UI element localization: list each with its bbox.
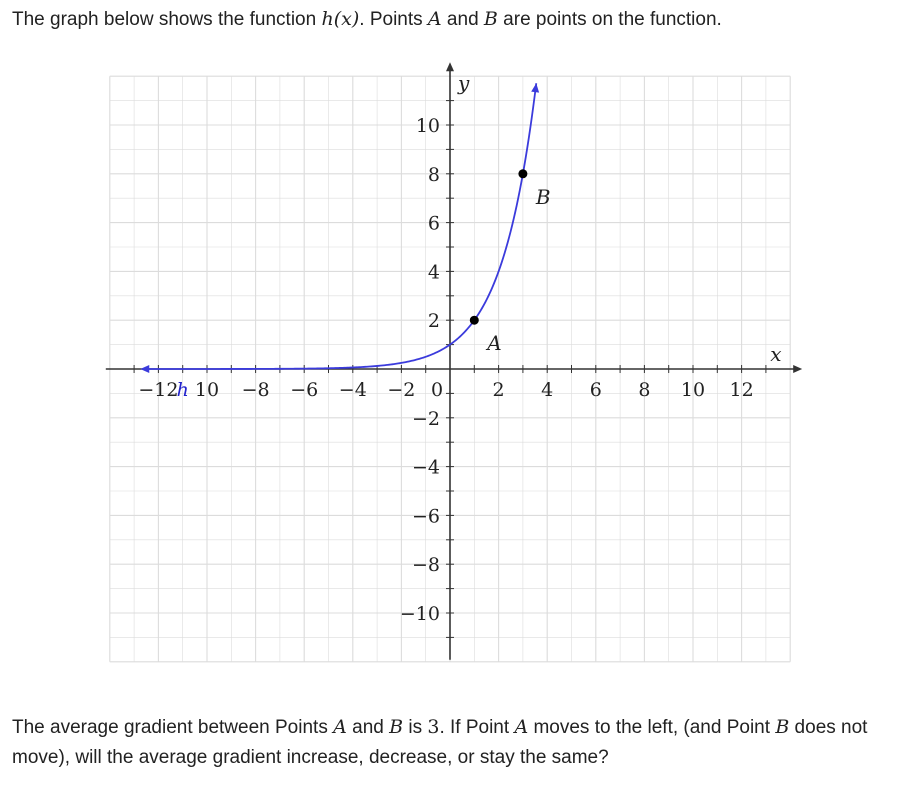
function-graph: AB −12h 10 −8 −6 −4 −2 0 2 4 6 8 10 12108642−2−4−6−8… [105,62,803,663]
intro-part2: . Points [359,9,428,30]
question-point-a-2: A [514,716,529,738]
x-tick-label: 10 [195,379,219,401]
curve-h [146,83,538,370]
x-tick-label: 8 [638,379,650,401]
x-tick-label: −4 [339,379,367,401]
y-tick-label: −10 [400,603,440,625]
point-a [469,315,479,325]
question-point-b-2: B [775,716,790,738]
x-tick-label: −6 [290,379,318,401]
question-point-a: A [333,716,347,738]
point-a-name: A [427,8,442,30]
x-tick-label: 2 [493,379,505,401]
function-name: h [321,8,334,30]
question-point-b: B [389,716,404,738]
x-tick-label: −2 [387,379,415,401]
tick-labels: −12h 10 −8 −6 −4 −2 0 2 4 6 8 10 12 10 8 6 4 2 −2 −4 −6 −8 −10 [138,115,753,625]
x-tick-label: h [177,379,189,401]
curve-arrow-right [531,83,540,93]
question-part5: does not move), will the average gradien… [12,717,868,768]
axes [105,62,803,660]
y-tick-label: 6 [428,213,440,235]
x-tick-label: 6 [590,379,602,401]
intro-part1: The graph below shows the function [12,9,322,30]
x-tick-label: −12 [138,379,178,401]
point-label-a: A [485,331,501,355]
function-argument: (x) [333,8,360,30]
x-axis-label: x [770,342,781,366]
x-tick-label: 10 [681,379,705,401]
y-tick-label: 2 [428,310,440,332]
point-label-b: B [535,185,551,209]
question-part1: The average gradient between Points [12,717,334,738]
intro-text: The graph below shows the function h(x).… [12,4,892,35]
points: AB [469,169,551,355]
y-tick-label: −2 [412,408,440,430]
question-part2: is [403,717,428,738]
y-tick-label: −8 [412,554,440,576]
y-tick-label: 10 [416,115,440,137]
curve-arrow-left [140,364,150,373]
y-axis-label: y [457,71,470,95]
question-text: The average gradient between Points A an… [12,712,888,773]
x-tick-label: −8 [242,379,270,401]
intro-and: and [441,9,484,30]
question-part4: moves to the left, (and Point [528,717,776,738]
curve-arrows [140,83,540,373]
gradient-value: 3 [427,716,440,738]
x-tick-label: 0 [431,379,443,401]
question-part3: . If Point [439,717,515,738]
y-tick-label: −4 [412,457,440,479]
point-b-name: B [483,8,498,30]
x-tick-label: 4 [541,379,553,401]
intro-part3: are points on the function. [497,9,722,30]
y-tick-label: −6 [412,505,440,527]
y-axis-arrow [446,62,454,72]
y-tick-label: 8 [428,164,440,186]
y-tick-label: 4 [428,261,440,283]
x-axis-arrow [793,365,803,373]
question-and: and [346,717,390,738]
x-tick-label: 12 [730,379,754,401]
point-b [518,169,528,179]
